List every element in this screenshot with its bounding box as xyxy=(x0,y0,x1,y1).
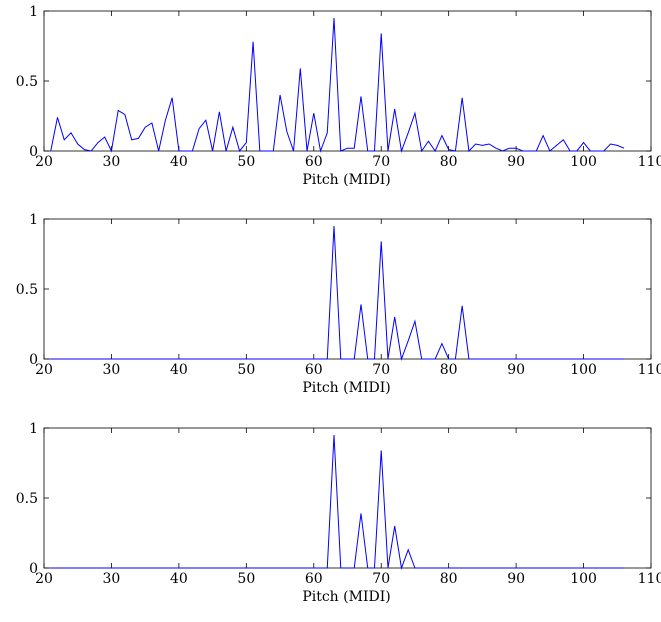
y-tick-label: 1 xyxy=(29,4,38,20)
x-tick-label: 20 xyxy=(35,154,53,170)
x-tick-label: 90 xyxy=(507,571,525,587)
x-tick-label: 60 xyxy=(305,362,323,378)
y-tick-label: 0.5 xyxy=(16,282,38,298)
y-tick-label: 0.5 xyxy=(16,491,38,507)
x-tick-label: 20 xyxy=(35,571,53,587)
x-tick-label: 100 xyxy=(570,362,597,378)
x-tick-label: 70 xyxy=(372,571,390,587)
y-tick-label: 0 xyxy=(29,352,38,368)
x-tick-label: 40 xyxy=(170,571,188,587)
x-tick-label: 110 xyxy=(638,362,661,378)
x-tick-label: 80 xyxy=(440,362,458,378)
x-tick-label: 80 xyxy=(440,154,458,170)
x-tick-label: 110 xyxy=(638,154,661,170)
y-tick-label: 0 xyxy=(29,561,38,577)
y-tick-label: 1 xyxy=(29,421,38,437)
axes-box xyxy=(43,427,652,569)
x-tick-label: 40 xyxy=(170,362,188,378)
x-tick-label: 30 xyxy=(103,362,121,378)
x-tick-label: 100 xyxy=(570,571,597,587)
x-tick-label: 110 xyxy=(638,571,661,587)
x-tick-label: 50 xyxy=(237,154,255,170)
x-tick-label: 70 xyxy=(372,154,390,170)
x-tick-label: 30 xyxy=(103,571,121,587)
x-axis-label: Pitch (MIDI) xyxy=(302,172,390,188)
x-tick-label: 60 xyxy=(305,154,323,170)
subplot-1: 20 30 40 50 60 70 80 90 100 110 0 0.5 1 Pitch (MIDI) xyxy=(16,4,661,188)
axes-box xyxy=(43,10,652,152)
axes-box xyxy=(43,218,652,360)
x-axis-label: Pitch (MIDI) xyxy=(302,589,390,605)
series-line xyxy=(50,225,625,361)
series-line xyxy=(50,434,625,570)
x-tick-label: 50 xyxy=(237,571,255,587)
y-tick-label: 0 xyxy=(29,144,38,160)
subplot-3: 20 30 40 50 60 70 80 90 100 110 0 0.5 1 Pitch (MIDI) xyxy=(16,421,661,605)
series-line xyxy=(50,17,625,153)
y-tick-label: 0.5 xyxy=(16,74,38,90)
x-tick-label: 100 xyxy=(570,154,597,170)
x-tick-label: 40 xyxy=(170,154,188,170)
x-tick-label: 30 xyxy=(103,154,121,170)
x-tick-label: 50 xyxy=(237,362,255,378)
x-tick-label: 80 xyxy=(440,571,458,587)
x-tick-label: 60 xyxy=(305,571,323,587)
x-tick-label: 90 xyxy=(507,362,525,378)
y-tick-label: 1 xyxy=(29,212,38,228)
x-tick-label: 70 xyxy=(372,362,390,378)
x-tick-label: 90 xyxy=(507,154,525,170)
x-axis-label: Pitch (MIDI) xyxy=(302,380,390,396)
x-tick-label: 20 xyxy=(35,362,53,378)
subplot-2: 20 30 40 50 60 70 80 90 100 110 0 0.5 1 Pitch (MIDI) xyxy=(16,212,661,396)
